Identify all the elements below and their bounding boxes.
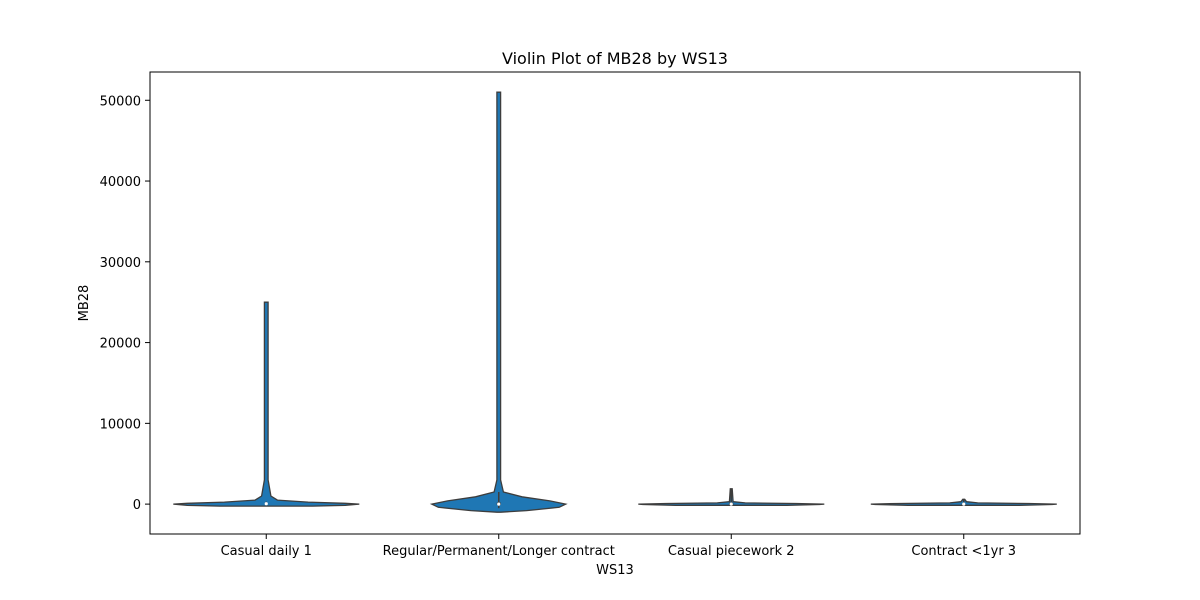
violin-group [173, 91, 1057, 513]
x-axis: Casual daily 1 Regular/Permanent/Longer c… [221, 534, 1016, 559]
y-tick-label: 10000 [100, 417, 141, 432]
violin-median [729, 502, 733, 506]
plot-frame [149, 71, 1081, 535]
x-tick-label: Casual daily 1 [221, 544, 312, 559]
y-tick-label: 30000 [100, 256, 141, 271]
y-axis-label: MB28 [77, 285, 92, 322]
violin-body [429, 91, 568, 513]
x-tick-label: Regular/Permanent/Longer contract [383, 544, 615, 559]
violin-median [497, 502, 501, 506]
chart-title: Violin Plot of MB28 by WS13 [502, 49, 728, 68]
violin-body [173, 301, 360, 507]
y-axis: 0 10000 20000 30000 40000 50000 [100, 94, 150, 513]
y-tick-label: 40000 [100, 175, 141, 190]
violin-median [962, 502, 966, 506]
y-tick-label: 0 [133, 498, 141, 513]
y-tick-label: 50000 [100, 94, 141, 109]
x-tick-label: Casual piecework 2 [668, 544, 795, 559]
violin-median [264, 502, 268, 506]
x-tick-label: Contract <1yr 3 [911, 544, 1016, 559]
y-tick-label: 20000 [100, 337, 141, 352]
x-axis-label: WS13 [596, 563, 634, 578]
